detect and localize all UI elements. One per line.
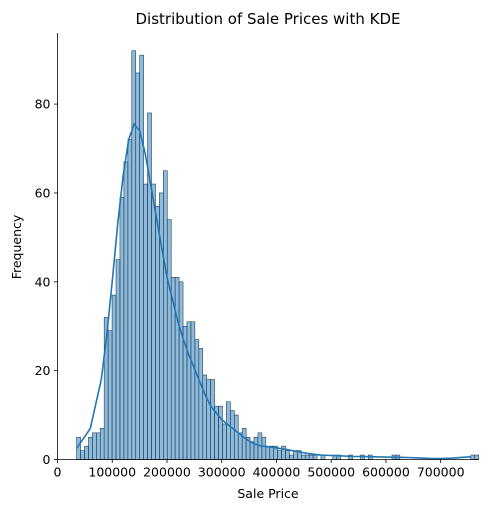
x-tick-label: 100000	[88, 465, 136, 480]
histogram-bar	[111, 294, 117, 460]
histogram-bar	[304, 454, 310, 460]
histogram-bar	[265, 445, 271, 460]
x-tick-label: 400000	[253, 465, 301, 480]
y-tick-label: 0	[43, 452, 51, 467]
x-tick-label: 500000	[307, 465, 355, 480]
chart-title: Distribution of Sale Prices with KDE	[135, 10, 400, 28]
kde-curve	[75, 122, 471, 460]
histogram-bar	[174, 277, 180, 460]
histogram-bar	[190, 321, 196, 460]
x-tick-label: 200000	[143, 465, 191, 480]
histogram-bar	[99, 428, 105, 460]
histogram-bar	[186, 321, 192, 460]
histogram-bar	[92, 432, 97, 460]
histogram-bar	[222, 423, 227, 460]
histogram-bar	[308, 454, 314, 460]
histogram-bar	[147, 112, 152, 460]
histogram-bar	[139, 54, 144, 460]
histogram-bar	[474, 454, 479, 460]
histogram-bar	[151, 183, 156, 460]
histogram-bar	[218, 405, 223, 460]
y-axis-ticks: 0 20 40 60 80	[35, 97, 58, 467]
histogram-bar	[88, 436, 93, 460]
histogram-bar	[178, 281, 184, 460]
y-tick-label: 40	[35, 274, 51, 289]
histogram-bar	[127, 139, 133, 460]
histogram-bar	[194, 339, 200, 460]
y-axis-title: Frequency	[9, 214, 24, 279]
histogram-bar	[470, 454, 476, 460]
histogram-bar	[84, 445, 89, 460]
x-tick-label: 0	[54, 465, 62, 480]
histogram-bar	[285, 450, 290, 460]
x-tick-label: 700000	[417, 465, 465, 480]
histogram-bar	[233, 414, 239, 460]
histogram-bar	[210, 379, 215, 460]
y-tick-label: 80	[35, 97, 51, 112]
y-tick-label: 60	[35, 185, 51, 200]
histogram-bar	[226, 401, 231, 460]
histogram-bar	[159, 192, 164, 460]
histogram-bar	[237, 432, 243, 460]
histogram-bar	[107, 330, 113, 460]
histogram-bar	[253, 436, 259, 460]
histogram-bar	[241, 428, 247, 460]
histogram-bar	[155, 205, 160, 460]
histogram-bar	[277, 450, 282, 460]
histogram-bar	[119, 197, 125, 460]
histogram-bar	[115, 259, 121, 460]
histogram-bar	[163, 170, 168, 460]
x-axis-ticks: 0 100000 200000 300000 400000 500000 600000 700…	[54, 459, 465, 480]
histogram-bar	[143, 183, 148, 460]
histogram-bar	[123, 161, 129, 460]
histogram-bar	[166, 219, 172, 460]
x-axis-title: Sale Price	[237, 486, 299, 501]
histogram-bar	[300, 454, 306, 460]
histogram-bar	[289, 454, 294, 460]
histogram-bar	[131, 50, 137, 460]
histogram-bar	[261, 436, 267, 460]
histogram-bar	[198, 348, 204, 460]
x-tick-label: 300000	[198, 465, 246, 480]
histogram-bars	[76, 50, 479, 460]
histogram-bar	[202, 374, 207, 460]
y-tick-label: 20	[35, 363, 51, 378]
histogram-bar	[206, 379, 211, 460]
histogram-bar	[249, 441, 255, 460]
histogram-bar	[80, 450, 85, 460]
histogram-bar	[230, 410, 235, 460]
histogram-bar	[312, 454, 318, 460]
histogram-bar	[96, 432, 101, 460]
x-tick-label: 600000	[362, 465, 410, 480]
